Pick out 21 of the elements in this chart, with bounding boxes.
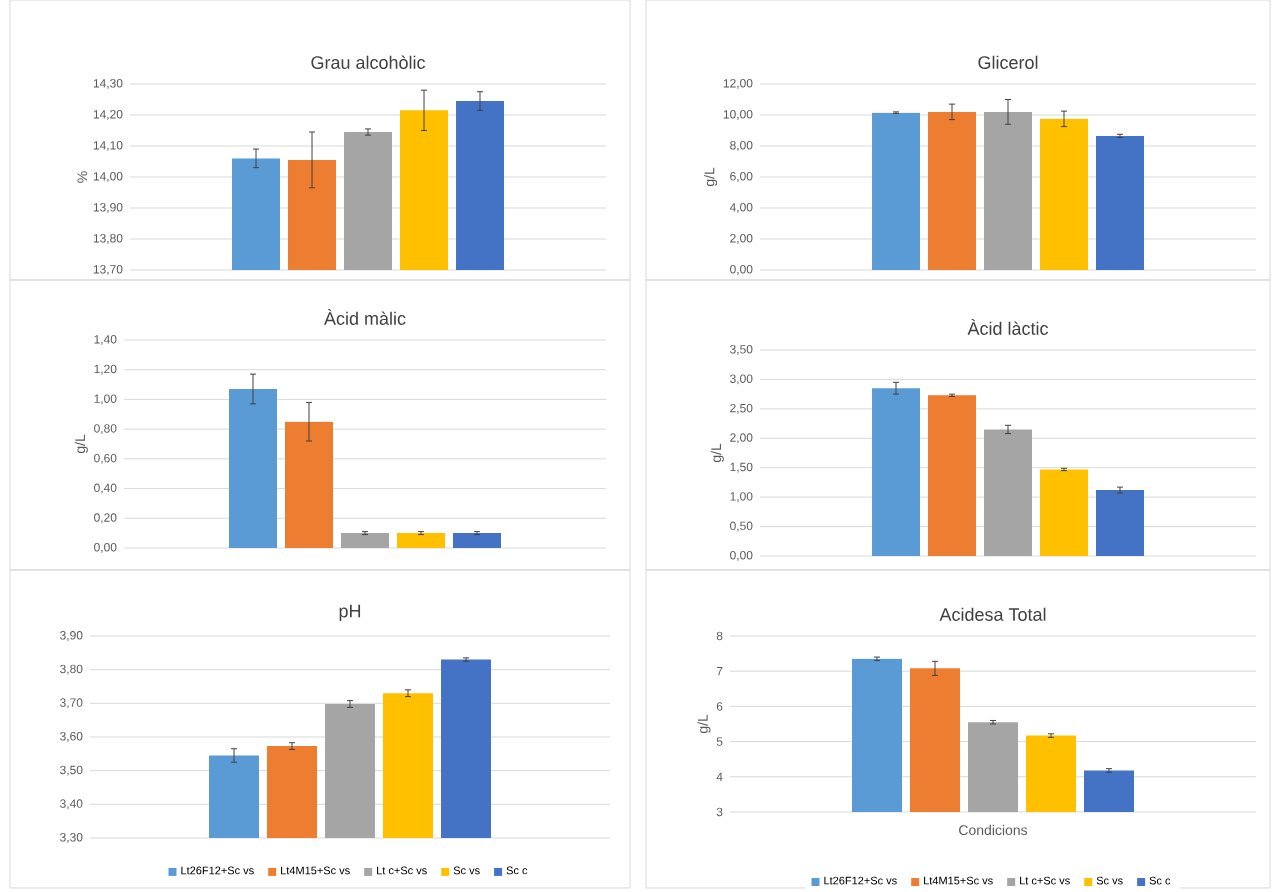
bar xyxy=(453,533,502,548)
bar xyxy=(1096,135,1144,270)
chart-title: Grau alcohòlic xyxy=(311,55,426,69)
bar xyxy=(229,389,278,548)
bar xyxy=(928,395,976,556)
bar xyxy=(397,533,446,548)
bar xyxy=(984,429,1032,556)
chart-title: pH xyxy=(339,604,361,621)
chart-title: Acidesa Total xyxy=(939,607,1046,621)
bar xyxy=(872,388,921,556)
bar xyxy=(1040,118,1089,270)
bar xyxy=(984,111,1032,270)
bar xyxy=(1040,469,1089,556)
chart-title: Àcid làctic xyxy=(967,319,1049,335)
bar xyxy=(872,112,921,270)
bar xyxy=(928,111,976,270)
bar xyxy=(341,533,390,548)
chart-title: Àcid màlic xyxy=(324,309,406,325)
bar xyxy=(285,421,334,548)
bar xyxy=(1096,490,1144,556)
chart-title: Glicerol xyxy=(978,55,1038,69)
